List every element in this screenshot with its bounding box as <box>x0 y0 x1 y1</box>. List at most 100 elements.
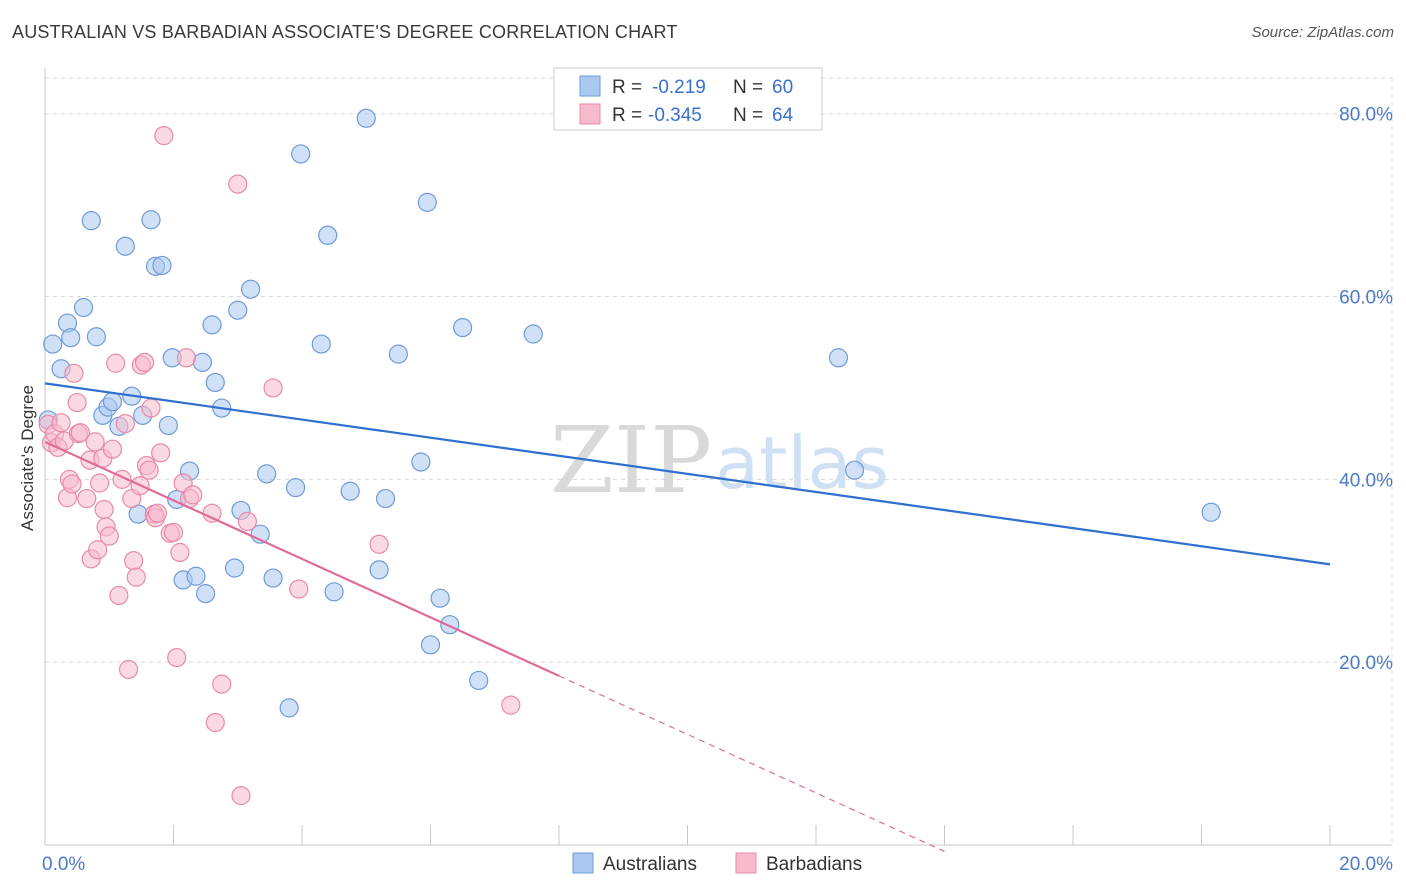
barbadians-point <box>176 348 196 368</box>
barbadians-point <box>263 378 283 398</box>
australians-point <box>417 192 437 212</box>
barbadians-point <box>231 786 251 806</box>
x-tick-labels: 0.0% 20.0% <box>42 854 1393 875</box>
barbadians-point <box>212 674 232 694</box>
australians-point <box>430 588 450 608</box>
chart-title: AUSTRALIAN VS BARBADIAN ASSOCIATE'S DEGR… <box>12 22 678 42</box>
australians-regression-line <box>44 382 1331 566</box>
australians-point <box>356 108 376 128</box>
australians-point <box>263 568 283 588</box>
australians-point <box>311 334 331 354</box>
australians-point <box>828 348 849 368</box>
australians-point <box>43 334 63 354</box>
australians-point <box>196 584 216 604</box>
australians-point <box>228 300 248 320</box>
barbadians-point <box>369 534 389 554</box>
legend-r-label-1: R = <box>612 77 642 98</box>
barbadians-point <box>70 423 90 443</box>
watermark-zip: ZIP <box>550 407 712 514</box>
barbadians-point <box>205 712 225 733</box>
barbadians-points <box>38 126 521 806</box>
barbadians-point <box>90 473 110 493</box>
barbadians-point <box>154 126 174 146</box>
barbadians-point <box>134 352 155 372</box>
bottom-legend-barbadians: Barbadians <box>766 854 862 875</box>
australians-point <box>192 352 213 372</box>
bottom-legend: Australians Barbadians <box>572 852 862 875</box>
barbadians-point <box>501 695 521 715</box>
barbadians-point <box>163 522 184 542</box>
australians-point <box>61 328 81 348</box>
australians-point <box>388 344 408 364</box>
y-axis-label: Associate's Degree <box>18 385 37 531</box>
australians-point <box>102 392 123 412</box>
legend-swatch-blue <box>579 75 601 97</box>
barbadians-point <box>183 485 203 505</box>
australians-point <box>115 236 135 256</box>
y-tick-label: 80.0% <box>1339 105 1393 126</box>
australians-point <box>324 582 344 602</box>
barbadians-point <box>99 526 119 546</box>
source-label: Source: ZipAtlas.com <box>1251 24 1394 41</box>
legend-n-label-1: N = <box>733 77 763 98</box>
australians-point <box>205 372 225 393</box>
legend-n-value-2: 64 <box>772 105 794 126</box>
australians-point <box>73 297 94 318</box>
barbadians-point <box>115 413 135 434</box>
australians-point <box>279 698 299 718</box>
y-tick-label: 60.0% <box>1339 288 1393 309</box>
australians-point <box>523 324 543 344</box>
australians-point <box>202 315 222 335</box>
axes <box>44 68 1392 846</box>
barbadians-point <box>124 551 144 571</box>
x-tick-label: 20.0% <box>1339 854 1393 875</box>
australians-point <box>469 670 489 691</box>
barbadians-point <box>109 585 129 606</box>
barbadians-point <box>289 579 309 599</box>
barbadians-regression-extension <box>558 675 945 852</box>
barbadians-point <box>64 363 84 383</box>
australians-point <box>158 415 178 436</box>
barbadians-point <box>126 567 146 587</box>
barbadians-point <box>237 511 257 532</box>
australians-point <box>318 225 338 245</box>
barbadians-point <box>94 499 114 520</box>
barbadians-point <box>85 432 105 452</box>
australians-point <box>340 481 360 501</box>
barbadians-point <box>228 174 248 194</box>
bottom-legend-swatch-australians <box>572 852 594 874</box>
y-tick-label: 20.0% <box>1339 653 1393 674</box>
y-tick-labels: 20.0% 40.0% 60.0% 80.0% <box>1339 105 1393 674</box>
australians-point <box>453 318 473 338</box>
legend-n-label-2: N = <box>733 105 763 126</box>
legend-r-value-1: -0.219 <box>652 77 706 98</box>
legend-box: R = -0.219 N = 60 R = -0.345 N = 64 <box>553 67 823 131</box>
regression-lines <box>44 382 1331 852</box>
barbadians-point <box>102 439 123 459</box>
x-tick-label: 0.0% <box>42 854 85 875</box>
barbadians-point <box>106 353 126 373</box>
australians-point <box>186 566 206 586</box>
barbadians-point <box>118 659 139 680</box>
australians-point <box>844 460 865 480</box>
barbadians-point <box>77 488 97 509</box>
legend-r-label-2: R = <box>612 105 642 126</box>
barbadians-point <box>141 398 161 418</box>
australians-point <box>285 477 306 498</box>
australians-point <box>81 211 101 231</box>
barbadians-point <box>62 474 82 494</box>
barbadians-regression-line <box>44 440 560 677</box>
watermark-atlas: atlas <box>715 421 889 505</box>
australians-point <box>152 255 172 276</box>
legend-swatch-pink <box>579 103 601 125</box>
australians-point <box>241 279 261 299</box>
australians-point <box>224 558 245 578</box>
barbadians-point <box>202 503 222 523</box>
legend-r-value-2: -0.345 <box>648 105 702 126</box>
australians-point <box>257 464 277 484</box>
australians-point <box>420 635 441 655</box>
australians-point <box>141 210 161 230</box>
australians-point <box>1201 502 1221 522</box>
australians-point <box>369 560 389 580</box>
